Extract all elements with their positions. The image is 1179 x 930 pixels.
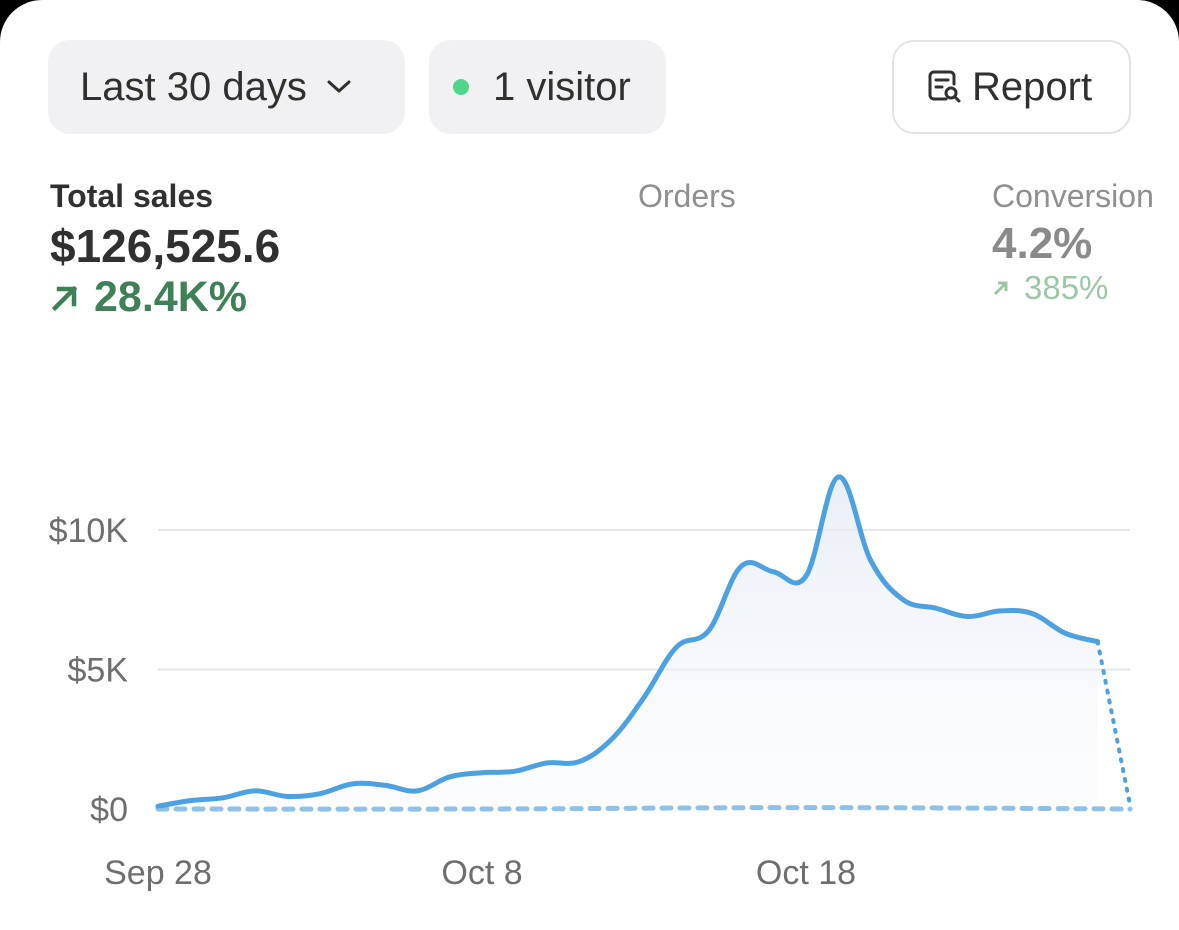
orders-metric[interactable]: Orders [638,178,736,215]
conversion-value: 4.2% [992,219,1093,268]
conversion-metric[interactable]: Conversion 4.2% 385% [992,178,1154,307]
sales-area-fill [158,476,1098,809]
comparison-series-line [155,805,1133,812]
total-sales-metric[interactable]: Total sales $126,525.6 28.4K% [50,178,280,322]
sales-series-line [155,474,1101,809]
conversion-change-text: 385% [1024,269,1109,306]
visitors-count: 1 visitor [493,64,631,109]
x-tick-label: Oct 8 [441,854,522,892]
sales-series-projection [1095,639,1132,807]
conversion-change: 385% [992,269,1154,307]
arrow-up-right-icon [51,285,78,311]
y-tick-label: $10K [49,512,129,550]
date-range-dropdown[interactable]: Last 30 days [48,40,405,134]
date-range-label: Last 30 days [80,64,307,109]
x-tick-label: Oct 18 [756,854,856,892]
total-sales-change-text: 28.4K% [94,273,247,321]
report-button[interactable]: Report [892,40,1131,134]
live-visitors-pill[interactable]: 1 visitor [429,40,666,134]
y-tick-label: $0 [90,791,128,829]
total-sales-value: $126,525.6 [50,220,281,272]
report-search-icon [926,69,962,105]
conversion-label: Conversion [992,178,1154,214]
total-sales-label: Total sales [50,178,214,214]
sales-line-chart: $0 $5K $10K Sep 28 Oct 8 Oct 18 [49,474,1133,892]
x-tick-label: Sep 28 [104,854,212,892]
y-tick-label: $5K [68,652,129,690]
arrow-up-right-icon [993,281,1008,296]
total-sales-change: 28.4K% [50,273,280,322]
report-label: Report [972,64,1093,109]
chevron-down-icon [325,77,353,97]
live-dot-icon [453,79,469,95]
orders-label: Orders [638,178,736,214]
